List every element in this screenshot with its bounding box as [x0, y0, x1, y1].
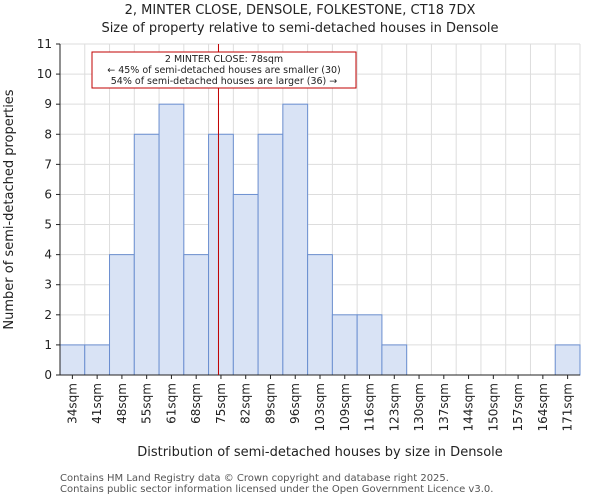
x-tick-label: 82sqm [239, 383, 253, 424]
bar-41sqm [84, 344, 111, 376]
bar-103sqm [307, 254, 333, 376]
x-tick-label: 171sqm [561, 383, 575, 431]
y-tick-label: 0 [44, 368, 52, 382]
x-tick-label: 157sqm [511, 383, 525, 431]
x-tick-label: 137sqm [437, 383, 451, 431]
y-tick-label: 3 [44, 278, 52, 292]
annotation-line-2: ← 45% of semi-detached houses are smalle… [107, 65, 341, 76]
x-tick-label: 68sqm [189, 383, 203, 424]
x-tick-label: 116sqm [363, 383, 377, 431]
x-axis-label: Distribution of semi-detached houses by … [137, 445, 503, 460]
bar-82sqm [232, 193, 259, 376]
bar-48sqm [109, 254, 135, 376]
chart-subtitle: Size of property relative to semi-detach… [101, 21, 499, 36]
y-tick-label: 8 [44, 127, 52, 141]
y-tick-label: 1 [44, 338, 52, 352]
annotation-line-1: 2 MINTER CLOSE: 78sqm [165, 54, 283, 65]
x-tick-label: 41sqm [90, 383, 104, 424]
x-tick-label: 150sqm [486, 383, 500, 431]
bar-75sqm [208, 133, 234, 376]
annotation: 2 MINTER CLOSE: 78sqm ← 45% of semi-deta… [91, 51, 357, 89]
y-tick-label: 4 [44, 248, 52, 262]
y-tick-label: 6 [44, 187, 52, 201]
x-tick-label: 130sqm [412, 383, 426, 431]
bar-109sqm [331, 314, 358, 376]
y-ticks: 0 1 2 3 4 5 6 7 8 9 10 11 [37, 37, 60, 382]
x-tick-label: 109sqm [338, 383, 352, 431]
x-tick-label: 164sqm [536, 383, 550, 431]
y-tick-label: 9 [44, 97, 52, 111]
y-tick-label: 7 [44, 157, 52, 171]
bar-171sqm [554, 344, 581, 376]
x-tick-label: 89sqm [263, 383, 277, 424]
y-tick-label: 2 [44, 308, 52, 322]
bar-89sqm [257, 133, 284, 376]
y-tick-label: 5 [44, 218, 52, 232]
bar-61sqm [158, 103, 185, 376]
bar-96sqm [282, 103, 309, 376]
x-tick-label: 96sqm [288, 383, 302, 424]
x-tick-label: 61sqm [164, 383, 178, 424]
x-tick-label: 123sqm [387, 383, 401, 431]
footer-line-1: Contains HM Land Registry data © Crown c… [60, 473, 449, 484]
y-tick-label: 10 [37, 67, 52, 81]
bar-34sqm [59, 344, 86, 376]
bar-123sqm [381, 344, 408, 376]
y-tick-label: 11 [37, 37, 52, 51]
x-tick-label: 34sqm [65, 383, 79, 424]
bar-55sqm [133, 133, 160, 376]
x-tick-label: 48sqm [115, 383, 129, 424]
footer-line-2: Contains public sector information licen… [60, 484, 494, 495]
x-tick-label: 144sqm [462, 383, 476, 431]
annotation-line-3: 54% of semi-detached houses are larger (… [111, 76, 338, 87]
chart-title: 2, MINTER CLOSE, DENSOLE, FOLKESTONE, CT… [124, 3, 476, 18]
x-tick-label: 75sqm [214, 383, 228, 424]
x-tick-label: 103sqm [313, 383, 327, 431]
bar-68sqm [183, 254, 210, 376]
bar-116sqm [356, 314, 383, 376]
x-ticks: 34sqm 41sqm 48sqm 55sqm 61sqm 68sqm 75sqm 82sqm… [65, 375, 575, 431]
bars [59, 103, 581, 376]
y-axis-label: Number of semi-detached properties [2, 89, 17, 329]
annotation-box [91, 51, 357, 89]
x-tick-label: 55sqm [140, 383, 154, 424]
